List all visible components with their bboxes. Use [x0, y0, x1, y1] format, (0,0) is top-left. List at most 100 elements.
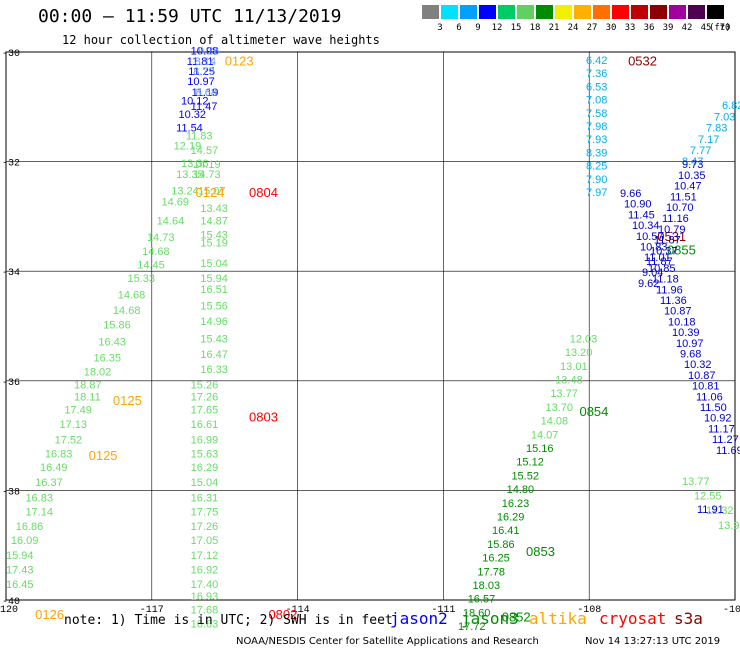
colorbar-swatch	[650, 5, 667, 19]
wave-height-label: 11.91	[697, 504, 724, 516]
wave-height-label: 7.83	[706, 123, 727, 135]
wave-height-label: 9.73	[682, 159, 703, 171]
wave-height-label: 17.12	[191, 550, 219, 562]
colorbar-swatch	[479, 5, 496, 19]
wave-height-label: 10.87	[664, 306, 692, 318]
wave-height-label: 11.06	[696, 391, 723, 403]
colorbar-label: 6	[456, 23, 462, 33]
colorbar-swatch	[574, 5, 591, 19]
legend-jason3: jason3	[461, 609, 519, 628]
wave-height-label: 14.80	[507, 484, 535, 496]
wave-height-label: 17.75	[191, 507, 219, 519]
colorbar-label: 27	[586, 23, 598, 33]
wave-height-label: 18.03	[473, 580, 501, 592]
wave-height-label: 6.82	[722, 100, 740, 112]
wave-height-label: 16.51	[200, 284, 228, 296]
wave-height-label: 17.05	[191, 535, 219, 547]
wave-height-label: 17.43	[6, 565, 34, 577]
wave-height-label: 11.50	[700, 402, 727, 414]
wave-height-label: 12.32	[706, 505, 734, 517]
pass-time-label: 0852	[502, 610, 531, 625]
wave-height-label: 10.34	[632, 220, 660, 232]
wave-height-label: 10.90	[624, 199, 652, 211]
x-tick-label: -105	[723, 605, 740, 616]
wave-height-label: 17.52	[55, 434, 83, 446]
x-tick-label: -111	[431, 605, 455, 616]
wave-height-label: 18.87	[74, 379, 102, 391]
wave-height-label: 12.03	[570, 333, 598, 345]
wave-height-label: 16.99	[191, 434, 219, 446]
wave-height-label: 11.16	[662, 213, 689, 225]
wave-height-label: 14.07	[531, 429, 559, 441]
wave-height-label: 7.03	[714, 111, 735, 123]
wave-height-label: 13.43	[200, 203, 228, 215]
wave-height-label: 14.68	[113, 305, 141, 317]
wave-height-label: 16.29	[497, 512, 525, 524]
colorbar-label: 70	[719, 23, 731, 33]
wave-height-label: 16.25	[482, 553, 510, 565]
y-tick-label: -34	[2, 268, 20, 279]
wave-height-label: 11.54	[176, 122, 203, 134]
wave-height-label: 18.02	[84, 366, 112, 378]
wave-height-label: 10.32	[179, 109, 207, 121]
wave-height-label: 16.23	[502, 498, 530, 510]
wave-height-label: 10.98	[191, 46, 219, 58]
pass-time-label: 0125	[113, 393, 142, 408]
wave-height-label: 11.18	[652, 274, 679, 286]
y-tick-label: -40	[2, 597, 20, 608]
wave-height-label: 10.47	[674, 181, 702, 193]
wave-height-label: 16.86	[16, 521, 44, 533]
colorbar-label: 15	[510, 23, 522, 33]
plot-frame	[5, 51, 736, 601]
colorbar-label: 36	[643, 23, 655, 33]
wave-height-label: 16.31	[191, 492, 219, 504]
wave-height-label: 11.87	[646, 256, 673, 268]
wave-height-label: 7.77	[690, 145, 711, 157]
wave-height-label: 11.45	[628, 209, 655, 221]
wave-height-label: 10.37	[650, 245, 678, 257]
x-tick-label: -114	[286, 605, 310, 616]
wave-height-label: 15.52	[511, 470, 539, 482]
wave-height-label: 13.48	[555, 375, 583, 387]
wave-height-label: 15.86	[487, 539, 515, 551]
wave-height-label: 9.62	[638, 278, 659, 290]
footer-timestamp: Nov 14 13:27:13 UTC 2019	[585, 636, 721, 647]
wave-height-label: 15.56	[200, 301, 228, 313]
wave-height-label: 13.20	[565, 347, 593, 359]
wave-height-label: 13.01	[560, 361, 588, 373]
wave-height-label: 10.35	[678, 170, 706, 182]
colorbar-label: 21	[548, 23, 560, 33]
wave-height-label: 15.12	[516, 457, 544, 469]
pass-time-label: 0123	[225, 53, 254, 68]
x-tick-label: -108	[577, 605, 601, 616]
wave-height-label: 9.26	[198, 46, 219, 58]
wave-height-label: 15.43	[200, 229, 228, 241]
wave-height-label: 11.69	[716, 445, 740, 457]
wave-height-label: 15.16	[526, 443, 554, 455]
note-text: note: 1) Time is in UTC; 2) SWH is in fe…	[64, 613, 393, 628]
wave-height-label: 17.40	[191, 579, 219, 591]
wave-height-label: 17.72	[458, 621, 486, 633]
wave-height-label: 17.65	[191, 405, 219, 417]
wave-height-label: 11.87	[654, 235, 681, 247]
wave-height-label: 14.57	[191, 145, 219, 157]
colorbar-swatch	[460, 5, 477, 19]
colorbar-swatch	[498, 5, 515, 19]
wave-height-label: 7.97	[586, 187, 607, 199]
wave-height-label: 14.68	[118, 290, 146, 302]
wave-height-label: 13.77	[550, 388, 578, 400]
y-tick-label: -36	[2, 378, 20, 389]
wave-height-label: 10.92	[704, 413, 732, 425]
pass-time-label: 0125	[89, 448, 118, 463]
wave-height-label: 14.73	[147, 232, 175, 244]
wave-height-label: 16.83	[45, 449, 73, 461]
pass-time-label: 0531	[657, 229, 686, 244]
wave-height-label: 10.70	[666, 202, 694, 214]
wave-height-label: 16.83	[25, 492, 53, 504]
wave-height-label: 18.11	[74, 392, 101, 404]
footer-credit: NOAA/NESDIS Center for Satellite Applica…	[236, 636, 539, 647]
wave-height-label: 13.24	[171, 185, 199, 197]
wave-height-label: 15.33	[128, 273, 156, 285]
wave-height-label: 13.70	[545, 402, 573, 414]
wave-height-label: 14.87	[200, 216, 228, 228]
